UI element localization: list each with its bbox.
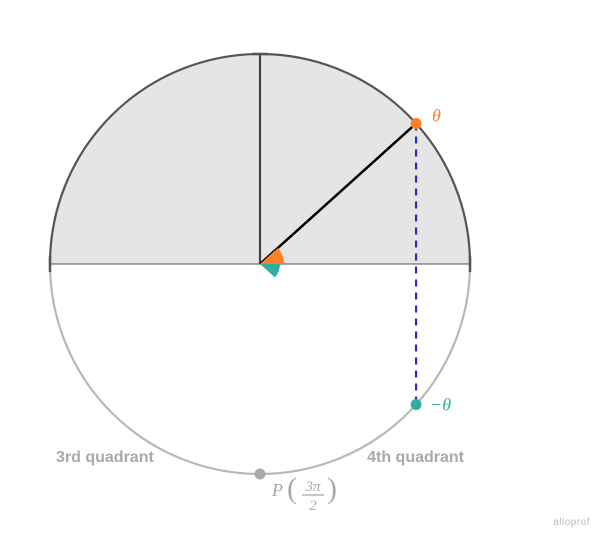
svg-text:3π: 3π xyxy=(304,479,321,495)
third-quadrant-label: 3rd quadrant xyxy=(56,449,154,466)
p-3pi-over-2-label: P(3π 2) xyxy=(271,472,337,514)
theta-label: θ xyxy=(432,105,441,125)
fourth-quadrant-label: 4th quadrant xyxy=(367,449,465,466)
svg-text:): ) xyxy=(327,472,337,505)
neg-theta-point xyxy=(411,399,422,410)
svg-text:(: ( xyxy=(287,472,297,505)
neg-theta-angle-arc xyxy=(260,264,280,277)
theta-point xyxy=(411,118,422,129)
svg-text:P: P xyxy=(271,480,283,500)
bottom-point xyxy=(255,469,266,480)
svg-text:2: 2 xyxy=(309,498,317,514)
watermark: alloprof xyxy=(553,517,590,528)
unit-circle-diagram: θ −θ 3rd quadrant 4th quadrant P(3π 2) xyxy=(0,0,600,534)
neg-theta-label: −θ xyxy=(430,395,451,415)
lower-arc xyxy=(50,264,470,474)
